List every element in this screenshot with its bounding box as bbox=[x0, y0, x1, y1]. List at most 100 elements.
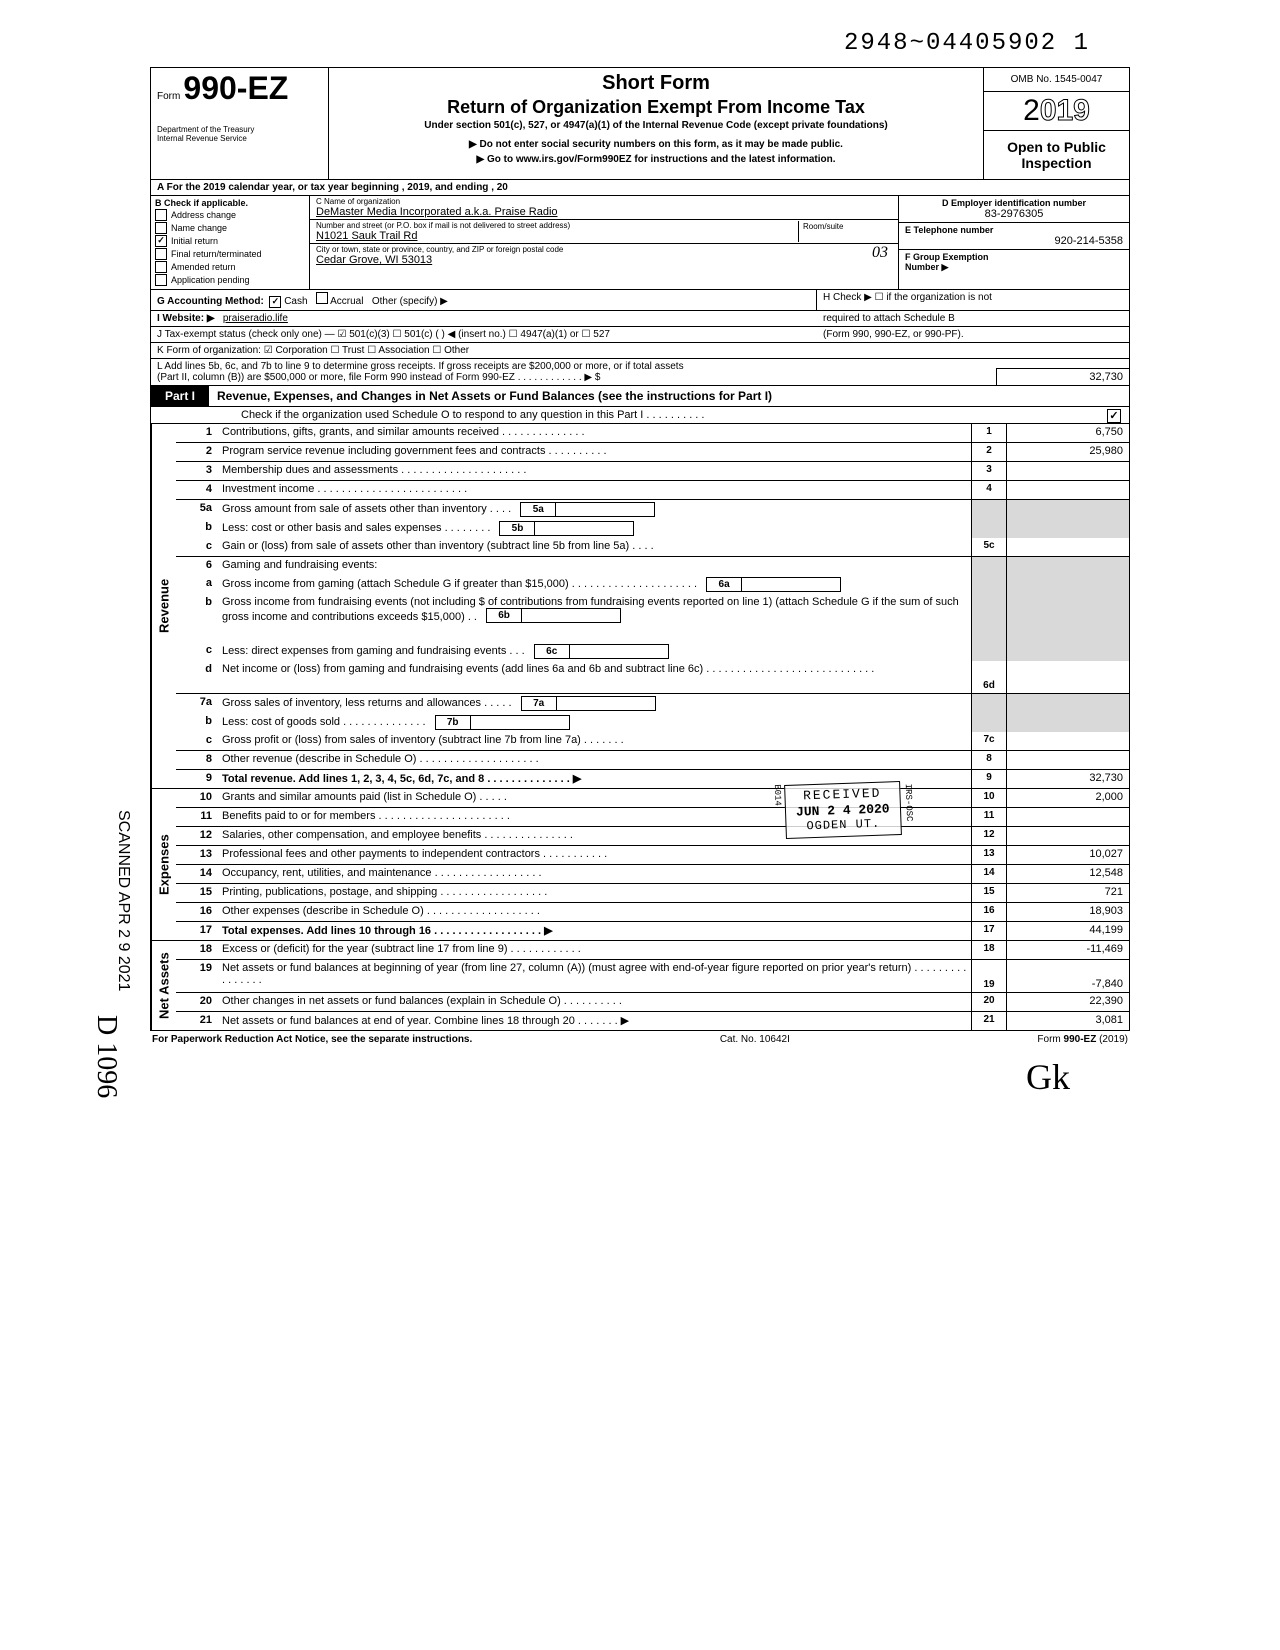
revenue-label: Revenue bbox=[151, 424, 176, 788]
chk-accrual[interactable] bbox=[316, 292, 328, 304]
part-1-title: Revenue, Expenses, and Changes in Net As… bbox=[209, 386, 1129, 406]
line-6: 6 Gaming and fundraising events: bbox=[176, 557, 1129, 575]
website-label: I Website: ▶ bbox=[157, 313, 215, 324]
tax-year: 2019 bbox=[984, 92, 1129, 131]
form-number: 990-EZ bbox=[183, 70, 288, 106]
schedule-o-checkbox[interactable]: ✓ bbox=[1107, 409, 1121, 423]
line-16-amount: 18,903 bbox=[1006, 903, 1129, 921]
line-5b: b Less: cost or other basis and sales ex… bbox=[176, 519, 1129, 538]
line-15-amount: 721 bbox=[1006, 884, 1129, 902]
chk-name-change[interactable]: Name change bbox=[155, 222, 305, 234]
line-13-amount: 10,027 bbox=[1006, 846, 1129, 864]
org-name-value: DeMaster Media Incorporated a.k.a. Prais… bbox=[316, 206, 892, 218]
section-c: C Name of organization DeMaster Media In… bbox=[310, 196, 899, 289]
line-7c: c Gross profit or (loss) from sales of i… bbox=[176, 732, 1129, 751]
year-digit: 2 bbox=[1023, 94, 1040, 127]
phone-label: E Telephone number bbox=[905, 225, 1123, 235]
line-1: 1 Contributions, gifts, grants, and simi… bbox=[176, 424, 1129, 443]
line-20: 20 Other changes in net assets or fund b… bbox=[176, 993, 1129, 1012]
g-label: G Accounting Method: bbox=[157, 296, 264, 307]
open-public-1: Open to Public bbox=[1007, 139, 1106, 155]
street-row: Number and street (or P.O. box if mail i… bbox=[310, 220, 898, 244]
phone-cell: E Telephone number 920-214-5358 bbox=[899, 223, 1129, 250]
line-2: 2 Program service revenue including gove… bbox=[176, 443, 1129, 462]
identity-block: B Check if applicable. Address change Na… bbox=[150, 196, 1130, 290]
group-exemption-cell: F Group Exemption Number ▶ bbox=[899, 250, 1129, 275]
chk-cash[interactable]: ✓ bbox=[269, 296, 281, 308]
schedule-o-check-text: Check if the organization used Schedule … bbox=[241, 409, 704, 421]
line-3: 3 Membership dues and assessments . . . … bbox=[176, 462, 1129, 481]
line-13: 13 Professional fees and other payments … bbox=[176, 846, 1129, 865]
org-name-row: C Name of organization DeMaster Media In… bbox=[310, 196, 898, 220]
city-row: City or town, state or province, country… bbox=[310, 244, 898, 267]
group-exemption-label: F Group Exemption bbox=[905, 252, 1123, 262]
expenses-section: Expenses 10 Grants and similar amounts p… bbox=[150, 789, 1130, 941]
row-j: J Tax-exempt status (check only one) — ☑… bbox=[150, 327, 1130, 343]
chk-initial-return[interactable]: ✓Initial return bbox=[155, 235, 305, 247]
signature: Gk bbox=[150, 1056, 1070, 1098]
form-990-note: (Form 990, 990-EZ, or 990-PF). bbox=[817, 327, 1129, 342]
row-gh: G Accounting Method: ✓ Cash Accrual Othe… bbox=[150, 290, 1130, 311]
row-l-line1: L Add lines 5b, 6c, and 7b to line 9 to … bbox=[157, 361, 1123, 372]
street-value: N1021 Sauk Trail Rd bbox=[316, 230, 798, 242]
line-6c: c Less: direct expenses from gaming and … bbox=[176, 642, 1129, 661]
header-center: Short Form Return of Organization Exempt… bbox=[329, 68, 984, 179]
row-l-line2: (Part II, column (B)) are $500,000 or mo… bbox=[157, 372, 1123, 383]
net-assets-label: Net Assets bbox=[151, 941, 176, 1030]
line-8: 8 Other revenue (describe in Schedule O)… bbox=[176, 751, 1129, 770]
room-label: Room/suite bbox=[803, 222, 888, 231]
line-19-amount: -7,840 bbox=[1006, 960, 1129, 992]
line-17: 17 Total expenses. Add lines 10 through … bbox=[176, 922, 1129, 940]
cat-no: Cat. No. 10642I bbox=[720, 1034, 790, 1045]
header-right: OMB No. 1545-0047 2019 Open to Public In… bbox=[984, 68, 1129, 179]
line-14-amount: 12,548 bbox=[1006, 865, 1129, 883]
line-6d: d Net income or (loss) from gaming and f… bbox=[176, 661, 1129, 694]
line-18: 18 Excess or (deficit) for the year (sub… bbox=[176, 941, 1129, 960]
form-prefix: Form bbox=[157, 91, 180, 102]
form-of-organization: K Form of organization: ☑ Corporation ☐ … bbox=[157, 345, 469, 356]
group-exemption-number: Number ▶ bbox=[905, 262, 1123, 273]
section-b-title: B Check if applicable. bbox=[155, 198, 305, 208]
part-1-tab: Part I bbox=[151, 386, 209, 406]
accounting-method: G Accounting Method: ✓ Cash Accrual Othe… bbox=[151, 290, 816, 310]
open-public: Open to Public Inspection bbox=[984, 131, 1129, 179]
line-2-amount: 25,980 bbox=[1006, 443, 1129, 461]
revenue-rows: 1 Contributions, gifts, grants, and simi… bbox=[176, 424, 1129, 788]
schedule-b-note: required to attach Schedule B bbox=[817, 311, 1129, 326]
chk-amended-return[interactable]: Amended return bbox=[155, 261, 305, 273]
line-15: 15 Printing, publications, postage, and … bbox=[176, 884, 1129, 903]
scanned-stamp: SCANNED APR 2 9 2021 bbox=[114, 810, 132, 991]
line-5a: 5a Gross amount from sale of assets othe… bbox=[176, 500, 1129, 519]
line-12: 12 Salaries, other compensation, and emp… bbox=[176, 827, 1129, 846]
line-7a: 7a Gross sales of inventory, less return… bbox=[176, 694, 1129, 713]
form-ref: Form 990-EZ (2019) bbox=[1037, 1034, 1128, 1045]
row-i: I Website: ▶ praiseradio.life required t… bbox=[150, 311, 1130, 327]
form-header: Form 990-EZ Department of the Treasury I… bbox=[150, 67, 1130, 180]
chk-address-change[interactable]: Address change bbox=[155, 209, 305, 221]
other-specify: Other (specify) ▶ bbox=[372, 296, 448, 307]
line-20-amount: 22,390 bbox=[1006, 993, 1129, 1011]
line-6b: b Gross income from fundraising events (… bbox=[176, 594, 1129, 642]
chk-final-return[interactable]: Final return/terminated bbox=[155, 248, 305, 260]
net-assets-section: Net Assets 18 Excess or (deficit) for th… bbox=[150, 941, 1130, 1031]
line-9-amount: 32,730 bbox=[1006, 770, 1129, 788]
net-assets-rows: 18 Excess or (deficit) for the year (sub… bbox=[176, 941, 1129, 1030]
street-label: Number and street (or P.O. box if mail i… bbox=[316, 221, 798, 230]
tax-exempt-status: J Tax-exempt status (check only one) — ☑… bbox=[151, 327, 817, 342]
form-page: SCANNED APR 2 9 2021 D 1096 2948~0440590… bbox=[150, 30, 1130, 1098]
line-18-amount: -11,469 bbox=[1006, 941, 1129, 959]
h-check: H Check ▶ ☐ if the organization is not bbox=[816, 290, 1129, 310]
ein-label: D Employer identification number bbox=[905, 198, 1123, 208]
section-b: B Check if applicable. Address change Na… bbox=[151, 196, 310, 289]
chk-application-pending[interactable]: Application pending bbox=[155, 274, 305, 286]
line-21-amount: 3,081 bbox=[1006, 1012, 1129, 1030]
line-11: 11 Benefits paid to or for members . . .… bbox=[176, 808, 1129, 827]
document-number: 2948~04405902 1 bbox=[150, 30, 1130, 57]
row-l: L Add lines 5b, 6c, and 7b to line 9 to … bbox=[150, 359, 1130, 386]
instruction-1: ▶ Do not enter social security numbers o… bbox=[337, 139, 975, 150]
line-17-amount: 44,199 bbox=[1006, 922, 1129, 940]
return-title: Return of Organization Exempt From Incom… bbox=[337, 97, 975, 118]
website-row: I Website: ▶ praiseradio.life bbox=[151, 311, 817, 326]
row-k: K Form of organization: ☑ Corporation ☐ … bbox=[150, 343, 1130, 359]
line-16: 16 Other expenses (describe in Schedule … bbox=[176, 903, 1129, 922]
